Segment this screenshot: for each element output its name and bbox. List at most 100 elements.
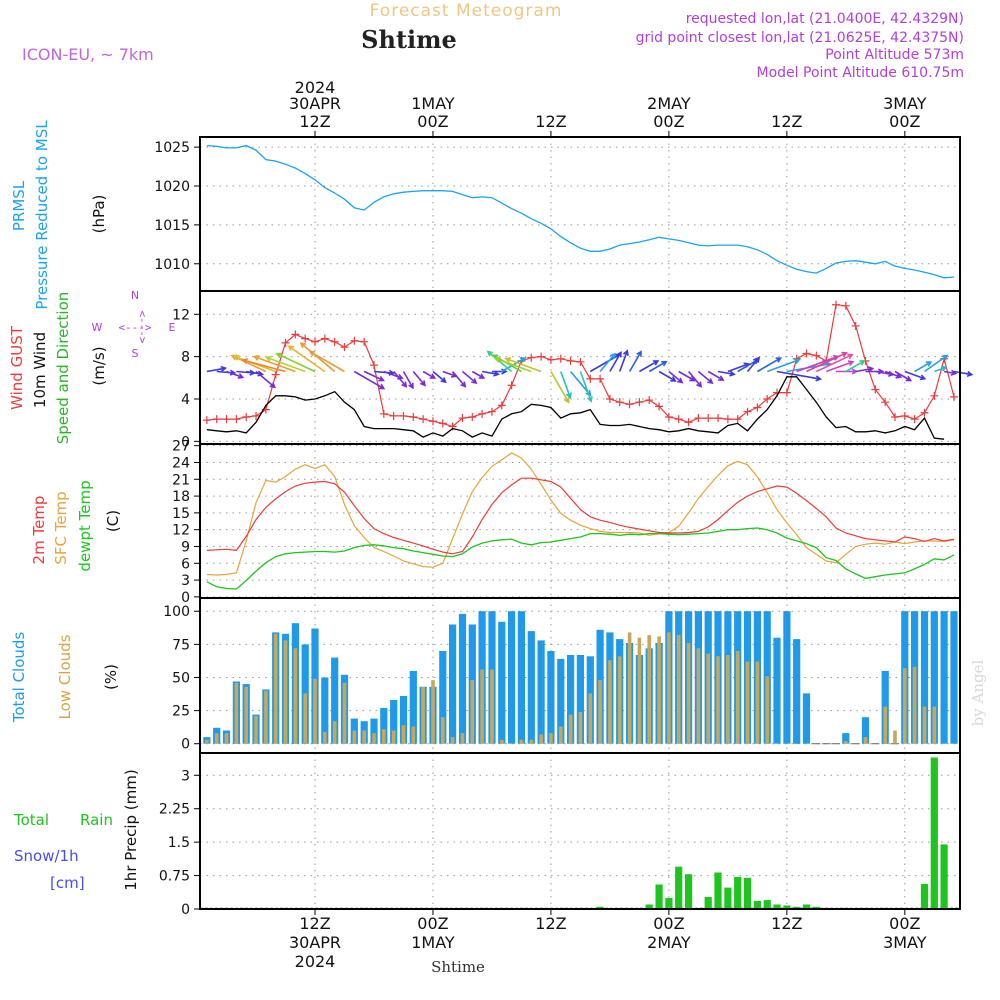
temp-ytick-label: 0 (181, 590, 190, 606)
total-cloud-bar (458, 613, 467, 744)
wind-arrow (746, 356, 761, 373)
gust-marker (920, 408, 929, 417)
wind-arrow (776, 370, 823, 382)
gust-marker (733, 415, 742, 424)
gust-marker (625, 400, 634, 409)
low-cloud-bar (519, 739, 524, 744)
wind-arrow (461, 370, 478, 385)
gust-marker (851, 321, 860, 330)
pressure-ytick-label: 1025 (154, 140, 190, 156)
bottom-time-label: 12Z (771, 914, 802, 933)
low-cloud-bar (303, 693, 307, 744)
low-cloud-bar (608, 660, 612, 744)
wind-arrow (393, 370, 408, 388)
top-time-label: 12Z (299, 112, 330, 131)
gust-marker (369, 361, 378, 370)
wind-arrow (707, 370, 725, 381)
temp-ytick-label: 18 (172, 489, 190, 505)
wind-arrow (226, 370, 245, 379)
low-cloud-bar (352, 730, 357, 744)
low-cloud-bar (667, 632, 671, 744)
rain-bar (665, 897, 673, 909)
total-cloud-bar (390, 700, 398, 744)
total-cloud-bar (783, 611, 791, 744)
wind-10m-line (206, 376, 945, 440)
temp-unit: (C) (104, 510, 122, 532)
wind-frame (199, 290, 961, 445)
gust-marker (832, 300, 841, 309)
wind-arrow (825, 360, 855, 373)
gust-marker (812, 351, 821, 360)
temp-ytick-label: 12 (172, 523, 190, 539)
gust-marker (409, 413, 418, 421)
gust-marker (350, 336, 359, 345)
low-cloud-bar (214, 733, 219, 744)
temp-ytick-label: 21 (172, 472, 190, 488)
total-cloud-bar (439, 651, 447, 744)
gust-marker (389, 411, 398, 420)
pressure-line (206, 144, 955, 279)
wind-arrow (402, 371, 414, 390)
wind-arrow (934, 365, 948, 373)
low-cloud-bar (755, 661, 760, 744)
wind-arrow (639, 360, 660, 373)
gust-marker (615, 398, 624, 407)
low-cloud-bar (559, 726, 563, 744)
gust-marker (900, 411, 909, 420)
low-cloud-bar (863, 737, 868, 744)
wind-arrow (717, 370, 736, 377)
low-cloud-bar (765, 676, 769, 744)
compass-n: N (131, 289, 139, 302)
gust-marker (910, 415, 919, 424)
gust-marker (330, 337, 339, 346)
rain-bar (753, 901, 761, 909)
low-cloud-bar (588, 693, 593, 744)
gust-marker (301, 334, 310, 343)
total-cloud-bar (802, 693, 811, 744)
wind-arrow (766, 358, 801, 373)
point-altitude: Point Altitude 573m (825, 47, 964, 63)
gust-marker (743, 407, 752, 416)
wind-arrow (904, 370, 927, 381)
low-cloud-bar (362, 730, 366, 744)
low-cloud-bar (254, 715, 258, 744)
low-cloud-bar (844, 741, 848, 744)
gust-marker (478, 409, 487, 418)
gust-marker (881, 398, 890, 407)
low-cloud-bar (391, 730, 396, 744)
data-layer (200, 144, 974, 910)
rain-bar (920, 884, 929, 909)
top-time-label: 00Z (653, 112, 684, 131)
wind-arrow (494, 356, 532, 373)
rain-bar (655, 884, 663, 909)
low-cloud-bar (745, 661, 750, 744)
clouds-low-label: Low Clouds (56, 634, 74, 719)
gust-marker (890, 413, 899, 421)
wind-arrow (206, 365, 228, 373)
rain-bar (773, 904, 781, 909)
top-time-label: 3MAY (883, 94, 927, 113)
rain-bar (714, 872, 722, 909)
wind-arrow (894, 370, 913, 382)
gust-marker (271, 370, 280, 379)
total-cloud-bar (930, 611, 938, 744)
total-cloud-bar (567, 655, 575, 744)
clouds-ytick-label: 0 (181, 737, 190, 753)
temp-2m-line (206, 477, 955, 555)
total-cloud-bar (449, 624, 457, 744)
wind-arrow (618, 349, 629, 372)
gust-marker (684, 418, 693, 427)
low-cloud-bar (735, 651, 740, 744)
bottom-time-label: 00Z (653, 914, 684, 933)
top-time-label: 12Z (535, 112, 566, 131)
clouds-ytick-label: 100 (163, 604, 190, 620)
wind-ytick-label: 8 (181, 350, 190, 366)
low-cloud-bar (342, 682, 347, 744)
total-cloud-bar (508, 611, 516, 744)
y-tick-labels: 1010101510201025048120369121518212427025… (154, 140, 190, 918)
low-cloud-bar (293, 648, 298, 744)
total-cloud-bar (517, 611, 525, 744)
precip-ytick-label: 2.25 (159, 802, 190, 818)
bottom-time-label: 1MAY (411, 933, 455, 952)
